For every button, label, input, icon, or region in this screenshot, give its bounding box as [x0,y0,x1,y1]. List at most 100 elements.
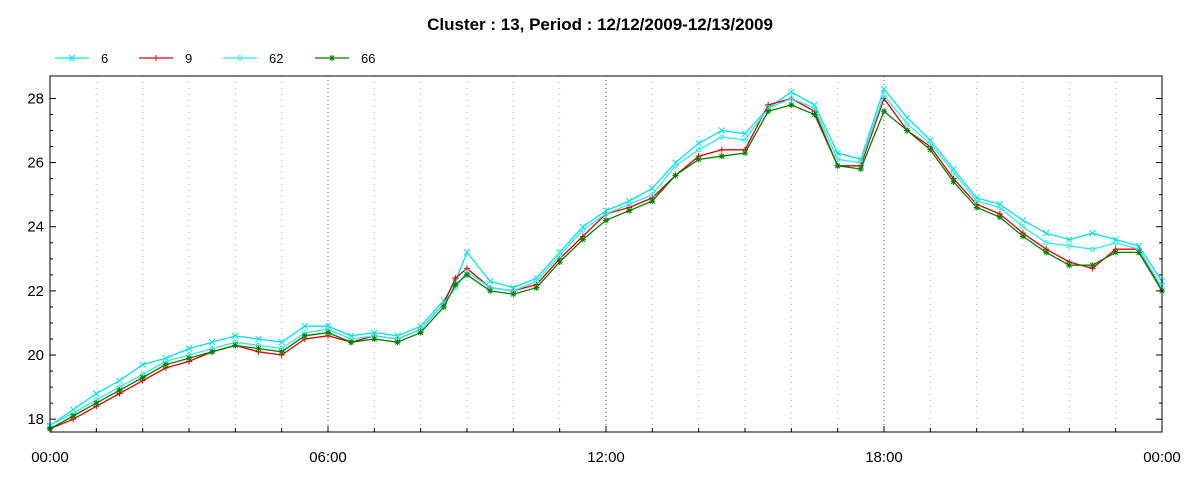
data-point [695,147,702,153]
marker-x [648,184,656,192]
marker-plus [153,55,159,61]
marker-x [1019,216,1027,224]
y-tick-label: 24 [27,219,44,236]
marker-x [301,322,309,330]
data-point [486,277,494,285]
marker-circle [904,121,910,127]
marker-star [834,162,841,169]
marker-star [857,166,864,173]
data-point [255,345,262,352]
data-point [649,191,656,198]
data-point [1066,262,1073,269]
data-point [452,275,459,282]
legend: 6 9 62 66 [55,51,375,66]
marker-star [510,291,517,298]
series-line [49,87,1163,427]
data-point [1019,216,1027,224]
marker-star [1112,249,1119,256]
marker-x [880,85,888,93]
marker-circle [997,204,1003,211]
marker-star [186,355,192,362]
data-point [718,146,725,153]
marker-star [996,214,1003,221]
marker-star [487,287,494,294]
marker-circle [237,55,243,61]
data-point [950,178,957,185]
data-point [371,335,378,342]
data-point [139,374,146,381]
marker-star [278,348,285,355]
data-point [487,287,494,294]
marker-x [741,130,749,138]
data-point [1020,224,1026,230]
marker-circle [1020,224,1026,230]
marker-star [93,400,100,407]
data-point [278,338,286,346]
data-point [533,284,540,291]
marker-x [231,332,239,340]
marker-star [232,342,239,349]
marker-x [185,345,193,352]
marker-star [556,259,563,266]
marker-circle [927,140,934,147]
marker-x [1089,229,1096,237]
data-point [695,139,703,147]
marker-star [329,55,335,61]
x-tick-label: 06:00 [309,449,347,466]
data-point [927,140,934,147]
marker-x [787,88,795,96]
series-layer [46,85,1166,432]
data-point [1042,229,1050,237]
data-point [672,172,679,179]
marker-star [904,127,911,134]
data-point [1043,240,1049,246]
marker-circle [881,92,887,98]
data-point [510,291,517,298]
marker-plus [452,275,459,282]
x-tick-label: 00:00 [1143,449,1181,466]
data-point [394,339,401,346]
marker-x [695,139,703,147]
data-point [237,55,243,61]
data-point [1089,246,1096,252]
data-point [93,400,100,407]
marker-star [255,345,262,352]
marker-star [1089,262,1096,269]
legend-label: 62 [269,51,283,66]
marker-circle [556,252,563,259]
legend-item: 9 [139,51,192,66]
data-point [648,184,656,192]
data-point [742,149,748,156]
marker-star [162,361,169,368]
data-point [765,108,772,115]
data-point [556,252,563,259]
marker-star [209,348,216,355]
legend-label: 66 [361,51,375,66]
marker-star [672,172,679,179]
marker-star [116,387,123,394]
data-point [153,55,159,61]
legend-item: 66 [315,51,375,66]
data-point [162,361,169,368]
data-point [811,105,818,111]
data-point [973,198,980,204]
data-point [579,236,586,243]
marker-star [371,335,378,342]
marker-star [325,329,331,336]
data-point [70,412,77,419]
marker-plus [464,265,470,272]
marker-star [1020,233,1026,240]
series-62 [47,92,1165,429]
y-tick-label: 18 [27,411,44,428]
marker-circle [533,278,540,284]
x-tick-label: 18:00 [865,449,903,466]
data-point [185,345,193,352]
marker-star [139,374,146,381]
marker-star [1066,262,1073,269]
data-point [231,332,239,340]
data-point [209,348,216,355]
legend-label: 9 [185,51,192,66]
marker-circle [719,134,725,140]
data-point [903,114,911,122]
